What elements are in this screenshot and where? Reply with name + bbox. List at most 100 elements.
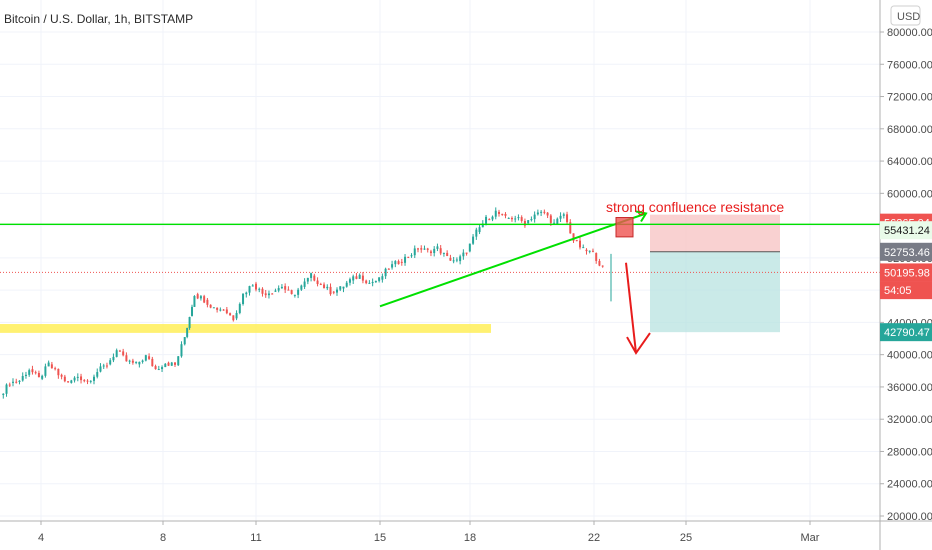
candle-body [293,294,296,296]
x-tick-label: 15 [374,532,386,544]
candle-body [306,277,309,282]
candle-body [63,376,66,382]
price-label: 55431.24 [880,221,932,240]
candle-body [83,380,86,382]
take-profit-zone [650,251,780,333]
price-label-bg [880,221,932,240]
candle-body [177,356,180,366]
candle-body [595,253,598,261]
candle-body [212,307,215,309]
currency-button[interactable]: USD [890,5,921,26]
candle-body [174,362,176,365]
candle-body [394,261,397,265]
candle-body [478,227,481,233]
candle-body [67,381,70,383]
candle-body [549,215,552,223]
candle-body [313,275,316,281]
candle-body [93,376,95,381]
price-label-bg [880,323,932,342]
candle-body [54,368,57,370]
candle-body [319,284,322,286]
candle-body [167,362,170,366]
candle-body [588,250,591,252]
candle-body [514,218,517,220]
candle-body [566,214,569,223]
price-label-bg [880,281,932,300]
candle-body [329,286,332,295]
candle-body [336,289,338,293]
y-tick-label: 64000.00 [887,156,932,168]
candle-body [170,362,173,366]
candle-body [271,293,274,295]
y-tick-label: 76000.00 [887,59,932,71]
candle-body [89,380,92,382]
candle-body [562,214,565,216]
candle-body [125,355,128,362]
candle-body [196,294,199,299]
candle-body [183,337,186,345]
candle-body [50,364,53,369]
candle-body [267,293,270,296]
candle-body [397,261,400,265]
candle-body [164,363,167,368]
candle-body [5,384,8,394]
candle-body [193,296,196,307]
candle-body [151,358,154,367]
drawings [0,210,880,355]
annotation-text: strong confluence resistance [606,199,784,215]
x-tick-label: 8 [160,532,166,544]
candle-body [264,293,267,296]
candle-body [433,248,436,254]
candle-body [540,211,543,213]
candle-body [446,252,449,257]
candle-body [585,249,588,252]
candle-body [352,276,355,281]
candle-body [498,211,500,214]
candle-body [109,360,112,365]
candle-body [533,214,536,220]
candle-body [384,268,387,277]
candle-body [12,381,14,383]
candle-body [345,282,348,287]
candle-body [34,372,37,374]
candle-body [47,362,50,367]
candle-body [400,261,403,263]
candle-body [559,215,562,219]
candle-body [465,252,468,254]
candle-body [598,260,601,266]
candle-body [180,344,183,357]
candle-body [569,222,572,234]
candle-body [128,360,131,362]
candle-body [494,210,497,217]
candle-body [280,286,283,289]
y-tick-label: 72000.00 [887,92,932,104]
candle-body [251,285,254,287]
candle-body [287,289,290,291]
candle-body [404,256,407,263]
candle-body [229,313,232,316]
candle-body [277,288,280,291]
candle-body [371,282,374,284]
y-tick-label: 40000.00 [887,350,932,362]
candle-body [459,256,462,262]
candle-body [203,296,206,303]
candle-body [436,246,439,249]
candle-body [186,327,189,337]
y-tick-label: 20000.00 [887,511,932,523]
candle-body [300,285,303,290]
y-tick-label: 24000.00 [887,479,932,491]
trendline-arrowhead [635,210,648,223]
price-label-text: 42790.47 [884,327,930,339]
price-label-text: 52753.46 [884,247,930,259]
candle-body [543,211,546,213]
candle-body [41,375,44,379]
y-tick-label: 36000.00 [887,382,932,394]
candle-body [303,281,306,287]
candle-body [135,361,138,363]
trade-zones [0,214,780,333]
candle-body [102,365,105,367]
candle-body [255,283,257,290]
candle-body [556,218,559,224]
candle-body [24,374,27,377]
